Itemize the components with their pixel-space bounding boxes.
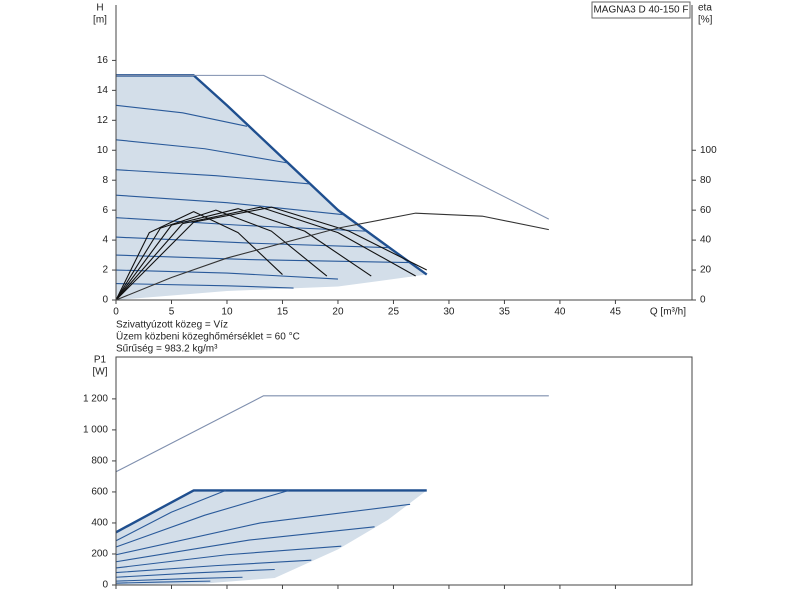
y-tick-label: 6: [102, 205, 108, 216]
x-axis-label: Q [m³/h]: [650, 307, 686, 318]
x-tick-label: 0: [113, 307, 119, 318]
curve: [115, 209, 328, 301]
y2-tick-label: 80: [700, 175, 712, 186]
y2-axis-unit: [%]: [698, 15, 713, 26]
curve: [115, 104, 248, 127]
y-tick-label: 200: [91, 549, 108, 560]
y2-tick-label: 40: [700, 235, 712, 246]
y-tick-label: 4: [102, 235, 108, 246]
y-tick-label: 14: [97, 85, 109, 96]
x-tick-label: 35: [499, 307, 511, 318]
curve: [115, 489, 290, 548]
y-tick-label: 8: [102, 175, 108, 186]
curve: [115, 211, 283, 301]
y-tick-label: 800: [91, 456, 108, 467]
medium-note: Üzem közbeni közeghőmérséklet = 60 °C: [116, 331, 300, 343]
x-tick-label: 10: [221, 307, 233, 318]
x-tick-label: 5: [169, 307, 175, 318]
x-tick-label: 45: [610, 307, 622, 318]
curve: [115, 206, 416, 301]
x-tick-label: 20: [332, 307, 344, 318]
y-tick-label: 10: [97, 145, 109, 156]
y-tick-label: 600: [91, 487, 108, 498]
model-label: MAGNA3 D 40-150 F: [593, 5, 688, 16]
curve: [115, 139, 289, 164]
curve: [115, 489, 227, 542]
y-tick-label: 0: [102, 580, 108, 591]
operating-area: [116, 75, 427, 301]
curve: [115, 580, 211, 584]
curve: [115, 503, 411, 556]
y-tick-label: 12: [97, 115, 109, 126]
curve: [115, 545, 342, 569]
curve: [115, 526, 375, 563]
curve: [115, 269, 338, 280]
curve: [115, 206, 427, 301]
curve: [116, 74, 550, 220]
curve: [115, 217, 366, 232]
medium-note: Sűrűség = 983.2 kg/m³: [116, 344, 218, 355]
curve: [115, 559, 312, 574]
curve: [115, 254, 411, 264]
medium-note: Szivattyúzott közeg = Víz: [116, 320, 228, 331]
y2-tick-label: 0: [700, 295, 706, 306]
y-tick-label: 16: [97, 55, 109, 66]
curve: [115, 395, 549, 473]
curve: [115, 194, 344, 216]
model-box: [591, 1, 691, 19]
curve: [115, 282, 294, 289]
y2-axis-label: eta: [698, 3, 712, 14]
curve: [115, 576, 243, 582]
y-axis-label: P1: [94, 355, 107, 366]
x-tick-label: 40: [554, 307, 566, 318]
y-tick-label: 1 000: [83, 425, 108, 436]
y-tick-label: 400: [91, 518, 108, 529]
y-axis-label: H: [96, 3, 103, 14]
y2-tick-label: 20: [700, 265, 712, 276]
y-tick-label: 1 200: [83, 394, 108, 405]
y2-tick-label: 60: [700, 205, 712, 216]
y-axis-unit: [m]: [93, 15, 107, 26]
curve: [115, 489, 427, 534]
curve: [115, 208, 372, 301]
plot-frame: [115, 356, 693, 586]
curve: [115, 169, 311, 185]
plot-frame: [115, 5, 693, 301]
y-tick-label: 0: [102, 295, 108, 306]
x-tick-label: 25: [388, 307, 400, 318]
y-axis-unit: [W]: [93, 367, 108, 378]
y-tick-label: 2: [102, 265, 108, 276]
x-tick-label: 15: [277, 307, 289, 318]
curve: [115, 568, 275, 578]
y2-tick-label: 100: [700, 145, 717, 156]
curve: [115, 212, 549, 301]
x-tick-label: 30: [443, 307, 455, 318]
